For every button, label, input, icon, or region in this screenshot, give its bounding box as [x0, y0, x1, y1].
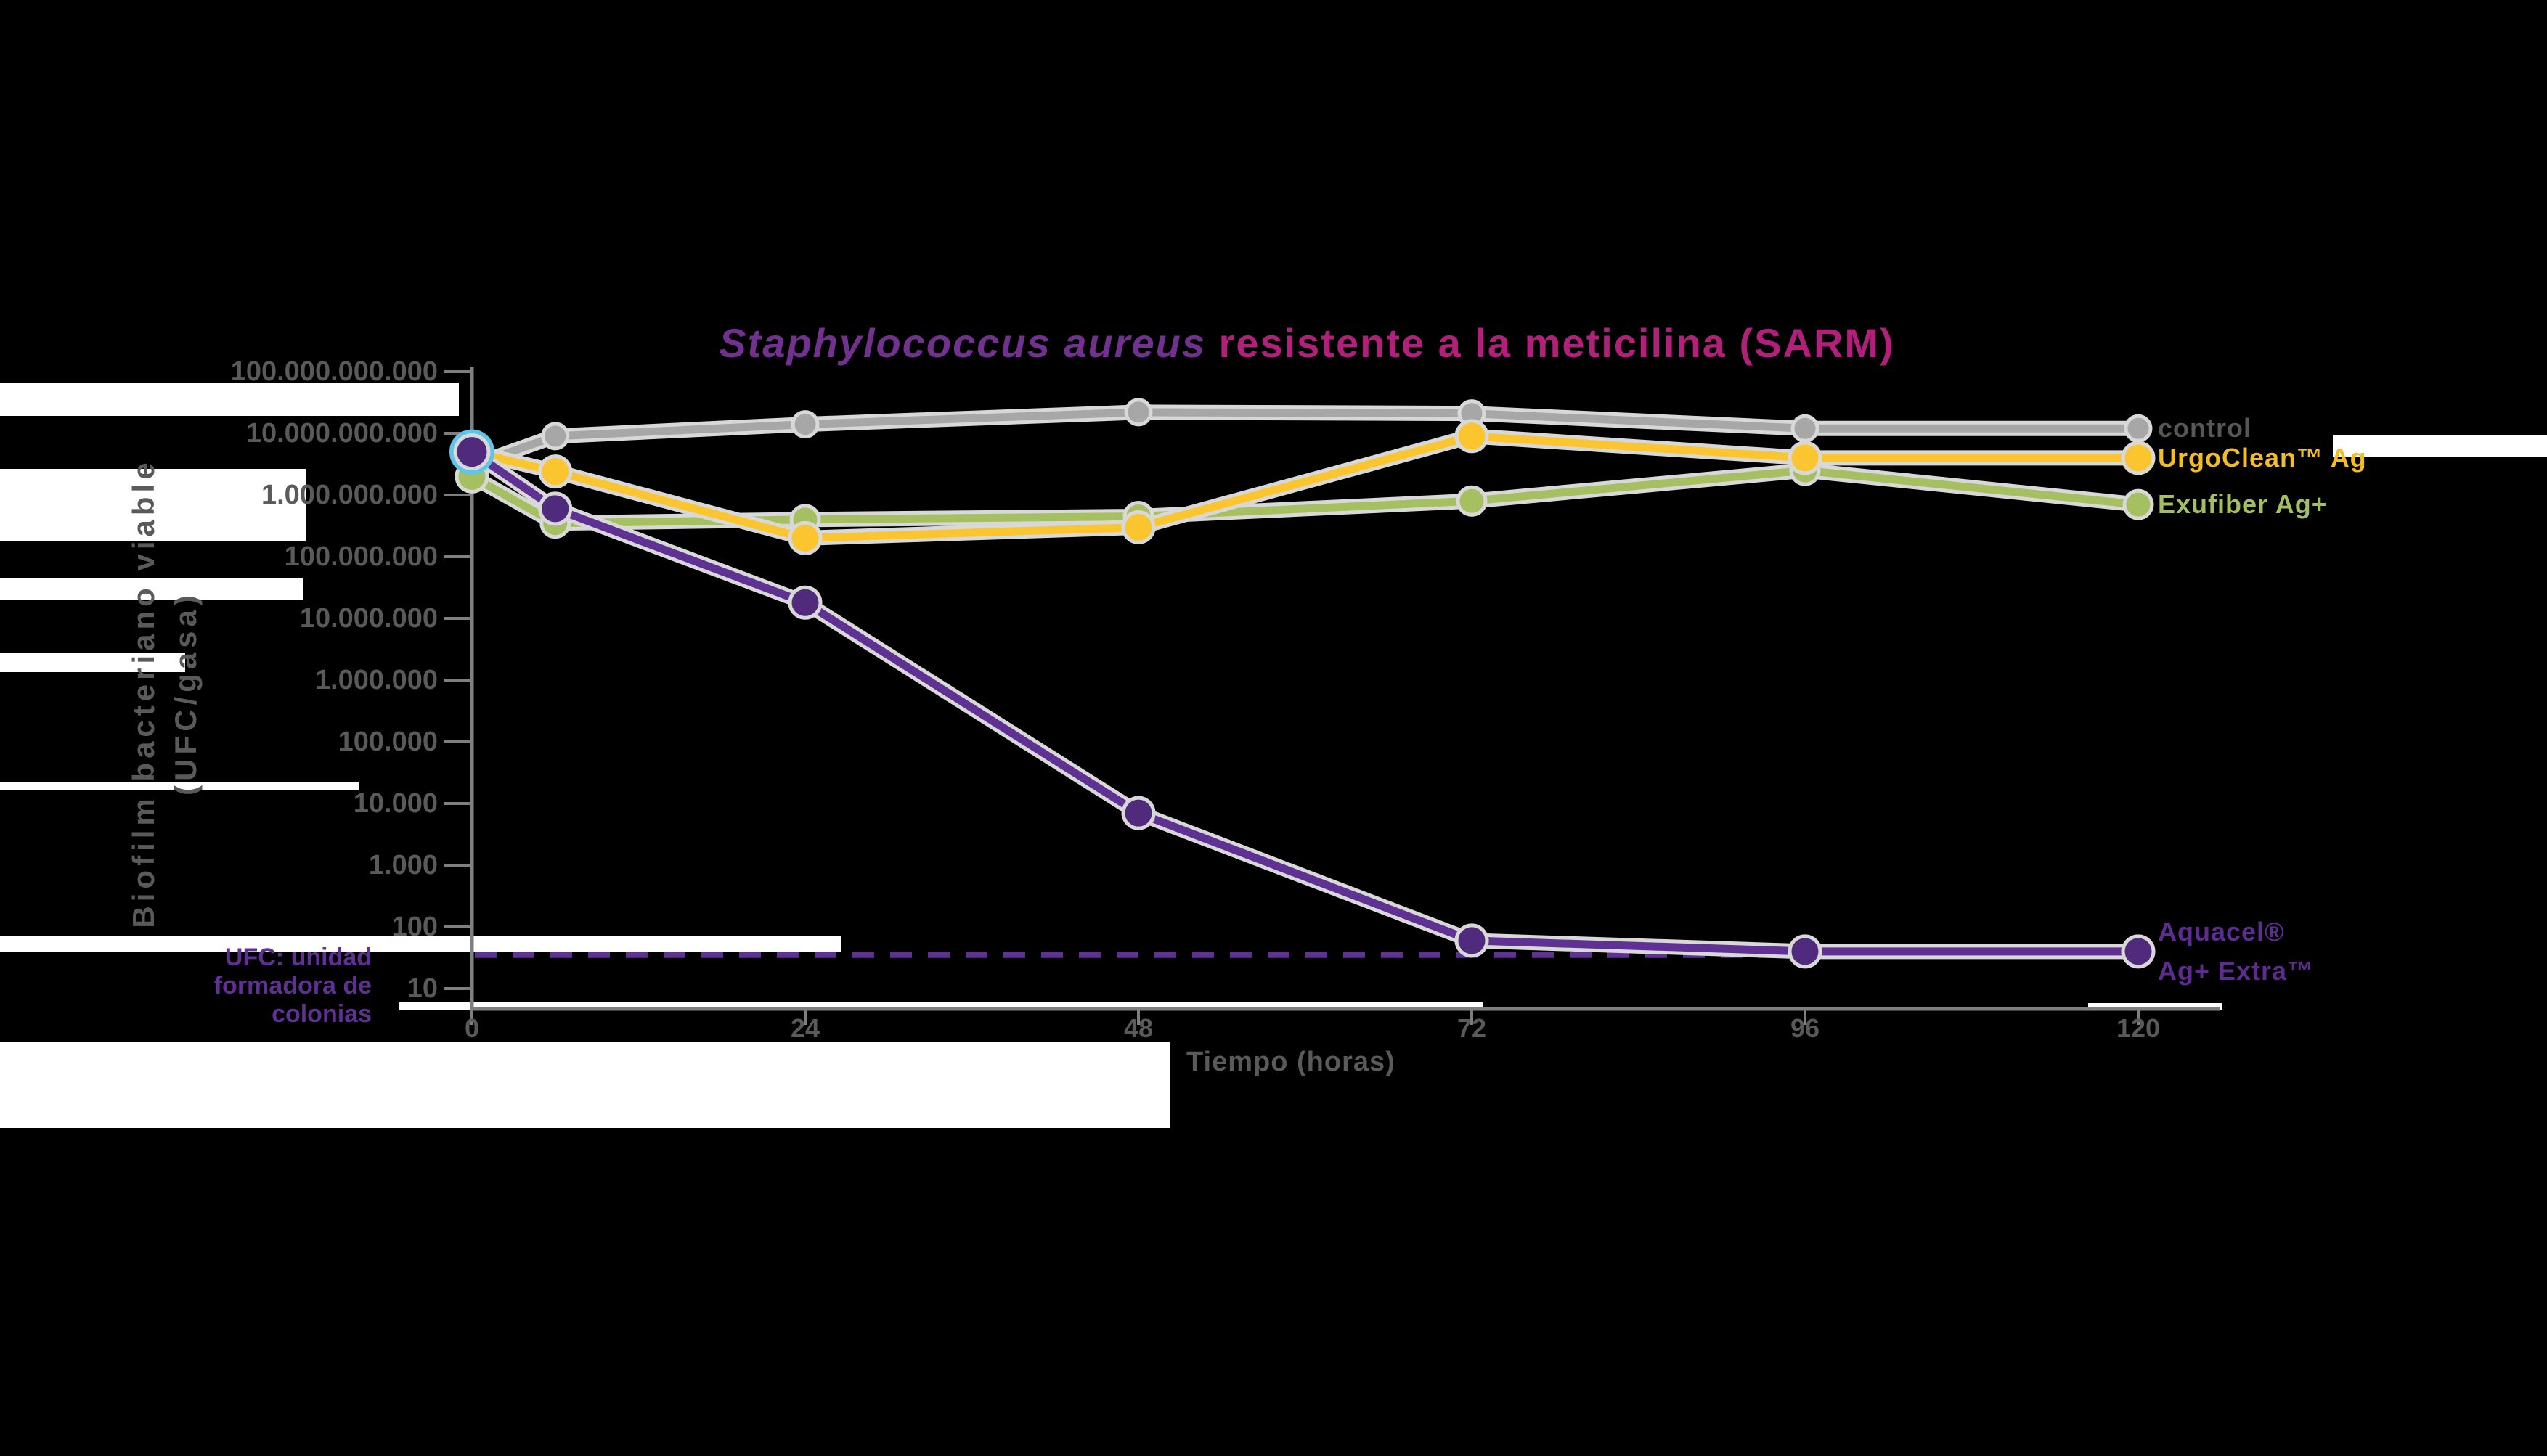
- chart-title-rest: resistente a la meticilina (SARM): [1205, 320, 1895, 366]
- legend-label: control: [2158, 413, 2251, 443]
- y-axis-title-line1: Biofilm bacteriano viable: [126, 458, 160, 928]
- background-artifact: [0, 578, 303, 600]
- y-tick-label: 100: [391, 912, 438, 942]
- data-point-marker: [788, 585, 823, 620]
- y-tick-label: 1.000.000: [314, 665, 438, 695]
- y-tick-label: 10.000: [353, 788, 438, 819]
- y-tick-label: 10: [407, 973, 438, 1004]
- data-point-marker: [2121, 441, 2156, 475]
- ufc-footnote: UFC: unidad formadora de colonias: [213, 944, 372, 1028]
- y-tick-label: 100.000.000: [284, 541, 438, 572]
- data-point-marker: [788, 520, 823, 555]
- x-tick-label: 24: [790, 1013, 820, 1043]
- background-artifact: [0, 383, 459, 416]
- background-artifact: [0, 469, 306, 541]
- start-highlight-ring: [449, 429, 494, 475]
- x-tick-label: 120: [2116, 1013, 2161, 1043]
- x-axis-title: Tiempo (horas): [1186, 1047, 1395, 1077]
- legend-label: UrgoClean™ Ag: [2158, 442, 2367, 473]
- data-point-marker: [538, 454, 573, 489]
- series-line-casing: [464, 428, 2146, 546]
- data-point-marker: [1788, 441, 1822, 475]
- data-point-marker: [1121, 510, 1156, 544]
- data-point-marker: [1456, 485, 1488, 517]
- data-point-marker: [453, 433, 491, 471]
- data-point-marker: [1454, 923, 1489, 958]
- y-tick-label: 1.000: [368, 850, 438, 880]
- y-tick-label: 10.000.000: [299, 603, 438, 634]
- chart-title: Staphylococcus aureus resistente a la me…: [436, 319, 2178, 367]
- y-tick-label: 100.000: [338, 727, 438, 757]
- background-artifact: [0, 1042, 1170, 1128]
- background-artifact: [0, 653, 185, 672]
- background-artifact: [0, 936, 841, 952]
- data-point-marker: [1788, 934, 1822, 969]
- background-artifact: [2088, 1003, 2222, 1010]
- x-tick-label: 48: [1123, 1013, 1154, 1043]
- y-tick-label: 100.000.000.000: [230, 356, 438, 387]
- y-tick-label: 10.000.000.000: [245, 418, 438, 449]
- data-point-marker: [538, 491, 573, 526]
- data-point-marker: [2122, 488, 2154, 520]
- data-point-marker: [1121, 796, 1156, 830]
- background-artifact: [0, 782, 359, 790]
- x-tick-label: 96: [1790, 1013, 1820, 1043]
- x-tick-label: 72: [1456, 1013, 1487, 1043]
- background-artifact: [399, 1002, 1483, 1010]
- data-point-marker: [1124, 398, 1153, 427]
- background-artifact: [2333, 435, 2547, 457]
- data-point-marker: [1454, 419, 1489, 454]
- legend-label: Exufiber Ag+: [2158, 489, 2328, 520]
- data-point-marker: [541, 422, 570, 451]
- legend-label: Aquacel® Ag+ Extra™: [2158, 916, 2315, 986]
- data-point-marker: [2121, 934, 2156, 969]
- chart-title-species: Staphylococcus aureus: [719, 320, 1206, 366]
- y-tick-label: 1.000.000.000: [261, 480, 438, 510]
- data-point-marker: [791, 410, 820, 439]
- data-point-marker: [2124, 414, 2153, 443]
- data-point-marker: [1790, 414, 1819, 443]
- x-tick-label: 0: [464, 1013, 480, 1043]
